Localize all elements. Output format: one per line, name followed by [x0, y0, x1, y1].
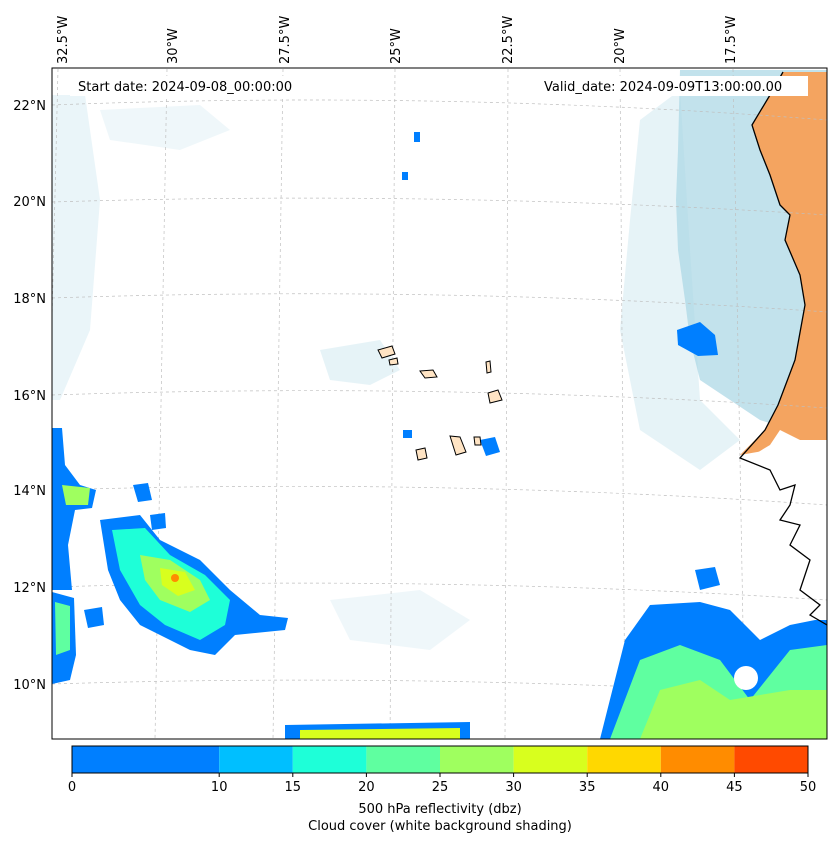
storm-small-a — [133, 483, 152, 502]
island-boa-vista — [487, 389, 503, 404]
colorbar-tick-label: 0 — [68, 780, 76, 795]
lat-tick-label: 16°N — [13, 389, 46, 404]
island-sao-vicente — [388, 357, 399, 366]
colorbar-tick-label: 35 — [579, 780, 596, 795]
storm-edge-nw — [52, 428, 96, 590]
colorbar-tick-label: 20 — [358, 780, 375, 795]
cloud-patch-south — [330, 590, 470, 650]
valid-date-box-bg — [538, 76, 808, 96]
latitude-tick-labels: 22°N 20°N 18°N 16°N 14°N 12°N 10°N — [13, 99, 46, 693]
colorbar-swatch — [440, 746, 514, 773]
storm-west-peak — [160, 568, 195, 596]
colorbar-tick-label: 25 — [432, 780, 449, 795]
colorbar-swatch — [734, 746, 808, 773]
colorbar-swatch — [366, 746, 440, 773]
start-date-box-bg — [70, 76, 310, 96]
colorbar-label-line2: Cloud cover (white background shading) — [308, 819, 572, 834]
cloud-band-east-fringe — [620, 90, 740, 470]
storm-south-centre-inner — [300, 728, 460, 739]
colorbar-swatch — [219, 746, 293, 773]
lon-tick-label: 22.5°W — [501, 16, 516, 64]
colorbar-swatch — [513, 746, 588, 773]
colorbar-label-line1: 500 hPa reflectivity (dbz) — [358, 802, 521, 817]
island-sao-nicolau — [419, 369, 438, 379]
lon-tick-label: 25°W — [389, 28, 404, 64]
island-fogo — [415, 447, 428, 461]
lon-tick-label: 27.5°W — [278, 16, 293, 64]
cape-verde-islands — [377, 345, 503, 461]
storm-southeast-hole — [734, 666, 758, 690]
colorbar-tick-label: 15 — [285, 780, 302, 795]
colorbar-swatch — [660, 746, 735, 773]
colorbar-swatches — [72, 746, 808, 773]
storm-small-c — [150, 513, 166, 530]
start-date-label: Start date: 2024-09-08_00:00:00 — [78, 80, 292, 95]
colorbar-swatch — [72, 746, 220, 773]
lat-tick-label: 10°N — [13, 678, 46, 693]
cloud-patch-north — [100, 105, 230, 150]
lon-tick-label: 17.5°W — [724, 16, 739, 64]
storm-small-b — [84, 607, 104, 628]
storm-east-e — [402, 172, 408, 180]
storm-east-c — [480, 437, 500, 456]
colorbar-tick-label: 30 — [505, 780, 522, 795]
valid-date-label: Valid_date: 2024-09-09T13:00:00.00 — [544, 80, 782, 95]
colorbar-tick-label: 45 — [726, 780, 743, 795]
map-panel — [52, 68, 827, 739]
land-west-africa — [740, 72, 827, 460]
colorbar-swatch — [292, 746, 367, 773]
valid-date-box: Valid_date: 2024-09-09T13:00:00.00 — [538, 76, 808, 96]
lat-tick-label: 22°N — [13, 99, 46, 114]
colorbar-tick-label: 40 — [653, 780, 670, 795]
storm-east-f — [403, 430, 412, 438]
lon-tick-label: 20°W — [613, 28, 628, 64]
storm-west-max — [171, 574, 179, 582]
start-date-box: Start date: 2024-09-08_00:00:00 — [70, 76, 310, 96]
storm-east-d — [414, 132, 420, 142]
storm-east-a — [677, 322, 718, 356]
africa-coastline — [738, 71, 827, 626]
lon-tick-label: 30°W — [166, 28, 181, 64]
cloud-patch-west — [52, 95, 100, 400]
colorbar: 0 10 15 20 25 30 35 40 45 50 500 hPa reflectivity… — [68, 745, 816, 834]
map-frame — [51, 67, 828, 740]
island-santiago — [449, 435, 467, 456]
lat-tick-label: 18°N — [13, 292, 46, 307]
storm-edge-sw-inner — [55, 602, 70, 655]
island-maio — [473, 436, 482, 446]
storm-southeast-core — [640, 680, 827, 739]
colorbar-tick-label: 50 — [800, 780, 817, 795]
colorbar-tick-label: 10 — [211, 780, 228, 795]
longitude-tick-labels: 32.5°W 30°W 27.5°W 25°W 22.5°W 20°W 17.5… — [56, 16, 739, 64]
lat-tick-label: 20°N — [13, 195, 46, 210]
lat-tick-label: 12°N — [13, 581, 46, 596]
lat-tick-label: 14°N — [13, 484, 46, 499]
island-santo-antao — [377, 345, 396, 359]
lon-tick-label: 32.5°W — [56, 16, 71, 64]
storm-east-b — [695, 567, 720, 590]
storm-edge-nw-inner — [62, 485, 90, 505]
colorbar-ticks: 0 10 15 20 25 30 35 40 45 50 — [68, 773, 816, 795]
reflectivity-contours — [52, 132, 827, 739]
colorbar-swatch — [587, 746, 661, 773]
island-sal — [485, 360, 492, 374]
